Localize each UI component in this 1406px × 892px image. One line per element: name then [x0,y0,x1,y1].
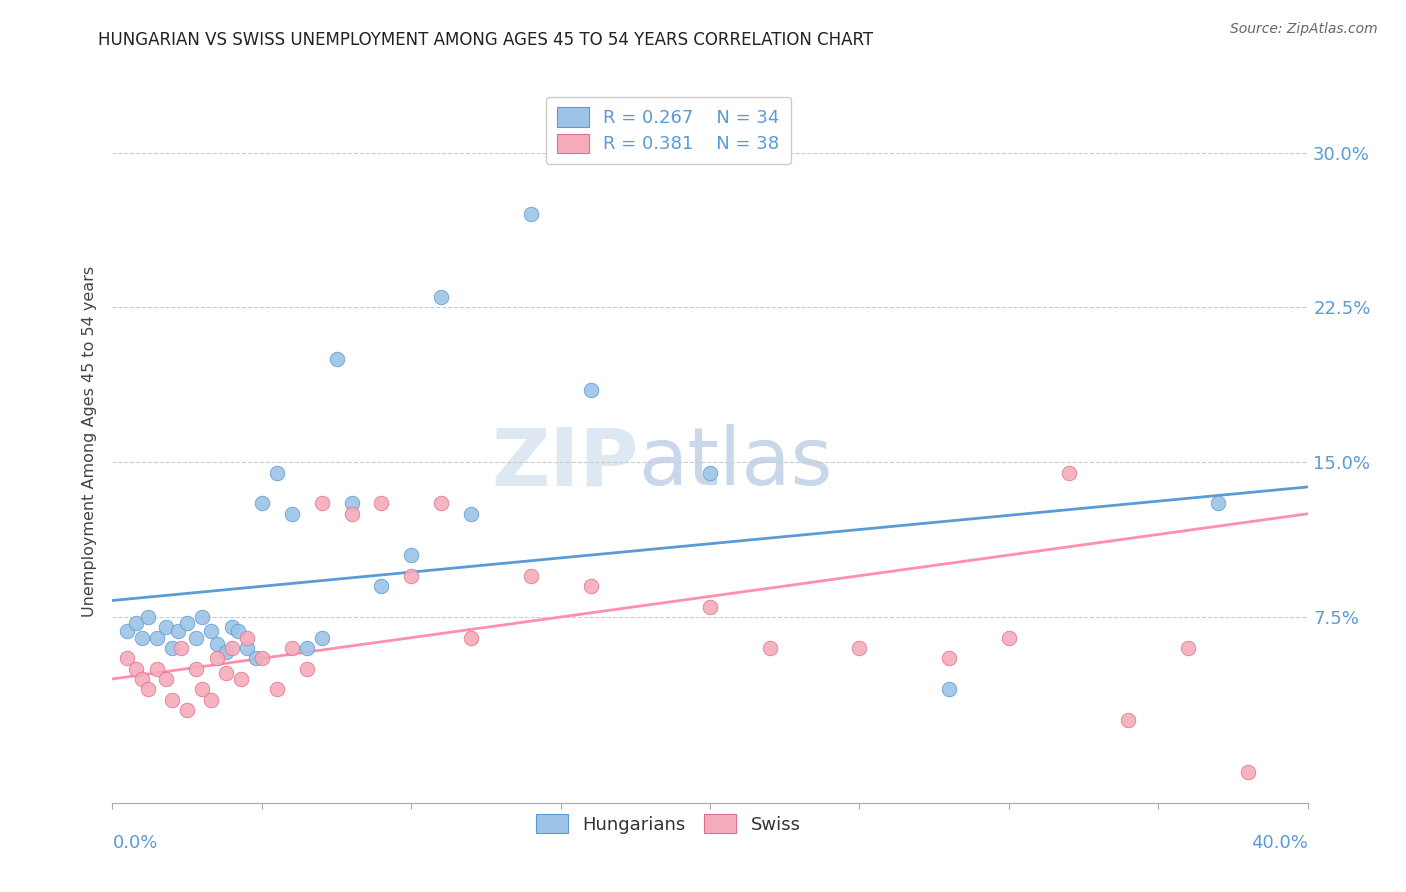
Point [520,568,543,582]
Point [162,640,183,655]
Point [848,640,870,655]
Point [176,703,198,717]
Text: 0.0%: 0.0% [112,834,157,852]
Text: HUNGARIAN VS SWISS UNEMPLOYMENT AMONG AGES 45 TO 54 YEARS CORRELATION CHART: HUNGARIAN VS SWISS UNEMPLOYMENT AMONG AG… [98,31,873,49]
Point [191,682,214,697]
Text: Source: ZipAtlas.com: Source: ZipAtlas.com [1230,22,1378,37]
Point [295,640,318,655]
Point [430,290,453,304]
Point [215,645,238,659]
Point [370,579,392,593]
Point [401,568,423,582]
Point [699,599,721,614]
Point [460,507,482,521]
Point [117,624,139,639]
Point [236,631,259,645]
Point [155,620,177,634]
Point [430,496,453,510]
Point [146,662,169,676]
Point [295,662,318,676]
Point [250,651,273,665]
Point [401,548,423,562]
Point [131,672,153,686]
Point [146,631,169,645]
Text: ZIP: ZIP [491,425,638,502]
Point [311,631,333,645]
Point [176,616,198,631]
Point [281,507,304,521]
Point [579,383,602,397]
Point [311,496,333,510]
Point [245,651,267,665]
Point [205,637,228,651]
Point [370,496,392,510]
Text: 40.0%: 40.0% [1251,834,1308,852]
Point [460,631,482,645]
Point [191,610,214,624]
Point [215,665,238,680]
Text: atlas: atlas [638,425,832,502]
Point [699,466,721,480]
Legend: Hungarians, Swiss: Hungarians, Swiss [529,806,808,841]
Point [125,662,148,676]
Y-axis label: Unemployment Among Ages 45 to 54 years: Unemployment Among Ages 45 to 54 years [82,266,97,617]
Point [998,631,1021,645]
Point [340,507,363,521]
Point [125,616,148,631]
Point [938,682,960,697]
Point [117,651,139,665]
Point [759,640,782,655]
Point [186,662,208,676]
Point [1057,466,1080,480]
Point [579,579,602,593]
Point [1206,496,1229,510]
Point [236,640,259,655]
Point [520,207,543,221]
Point [221,640,243,655]
Point [266,466,288,480]
Point [200,692,222,706]
Point [155,672,177,686]
Point [167,624,190,639]
Point [200,624,222,639]
Point [138,682,160,697]
Point [186,631,208,645]
Point [221,620,243,634]
Point [1118,713,1140,727]
Point [138,610,160,624]
Point [266,682,288,697]
Point [281,640,304,655]
Point [131,631,153,645]
Point [1177,640,1199,655]
Point [325,351,347,366]
Point [205,651,228,665]
Point [938,651,960,665]
Point [162,692,183,706]
Point [340,496,363,510]
Point [170,640,193,655]
Point [229,672,252,686]
Point [1237,764,1260,779]
Point [250,496,273,510]
Point [226,624,249,639]
